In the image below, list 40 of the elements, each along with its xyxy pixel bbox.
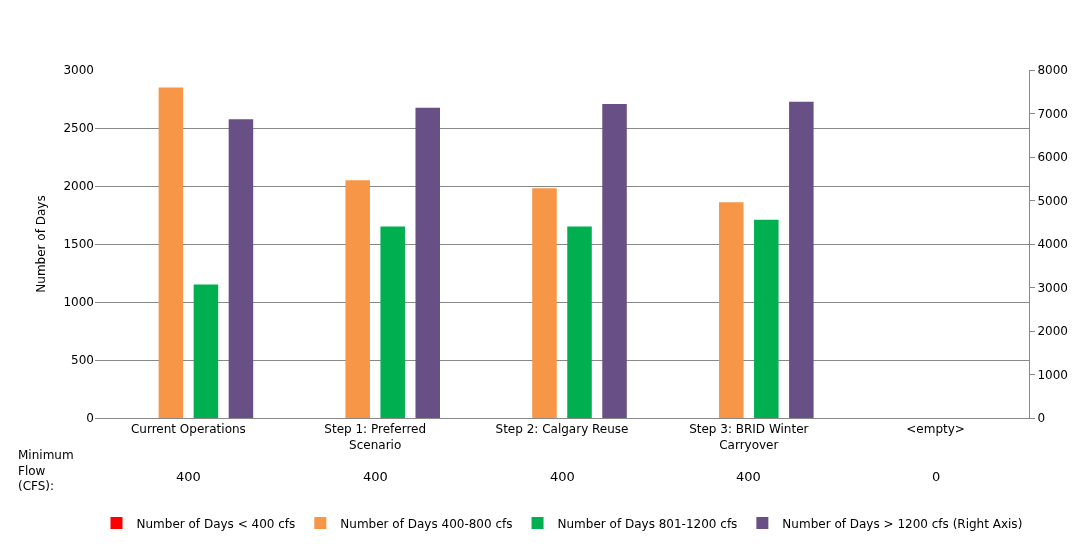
y2-tick-label: 0 [1037, 411, 1046, 426]
x-tick-label: Current Operations [130, 422, 246, 437]
text: 400 [550, 469, 575, 484]
y-tick-label: 0 [86, 411, 94, 426]
bar [158, 87, 184, 418]
y2-tick-label: 7000 [1037, 106, 1068, 121]
x-tick-label: Step 2: Calgary Reuse [495, 422, 629, 437]
text: 400 [176, 469, 201, 484]
y-tick-label: 1500 [63, 237, 94, 252]
bar [754, 219, 779, 418]
x-tick-label: <empty> [906, 422, 965, 437]
bar [567, 226, 592, 418]
y-axis-title: Number of Days [33, 195, 48, 293]
text: 400 [363, 469, 388, 484]
y2-tick-label: 8000 [1037, 63, 1068, 78]
legend-label: Number of Days 801-1200 cfs [557, 516, 738, 531]
legend-label: Number of Days < 400 cfs [136, 516, 296, 531]
legend-label: Number of Days 400-800 cfs [340, 516, 513, 531]
y2-tick-label: 1000 [1037, 367, 1068, 382]
y-tick-label: 3000 [63, 63, 94, 78]
bar [193, 284, 219, 418]
x-tick-label: Step 1: Preferred Scenario [324, 422, 427, 452]
y2-tick-label: 3000 [1037, 280, 1068, 295]
bar [719, 202, 744, 418]
text: 0 [932, 469, 941, 484]
x-tick-label: Step 3: BRID Winter Carryover [689, 422, 809, 452]
bar [345, 180, 370, 418]
y2-tick-label: 2000 [1037, 324, 1068, 339]
y-tick-label: 1000 [63, 295, 94, 310]
bar [532, 188, 557, 418]
bar [380, 226, 405, 418]
y2-tick-label: 6000 [1037, 150, 1068, 165]
y2-tick-label: 5000 [1037, 193, 1068, 208]
legend-label: Number of Days > 1200 cfs (Right Axis) [782, 516, 1023, 531]
text: 400 [736, 469, 761, 484]
y2-tick-label: 4000 [1037, 237, 1068, 252]
y-tick-label: 2000 [63, 179, 94, 194]
y-tick-label: 2500 [63, 121, 94, 136]
y-tick-label: 500 [71, 353, 94, 368]
text: Minimum Flow (CFS): [18, 448, 74, 494]
